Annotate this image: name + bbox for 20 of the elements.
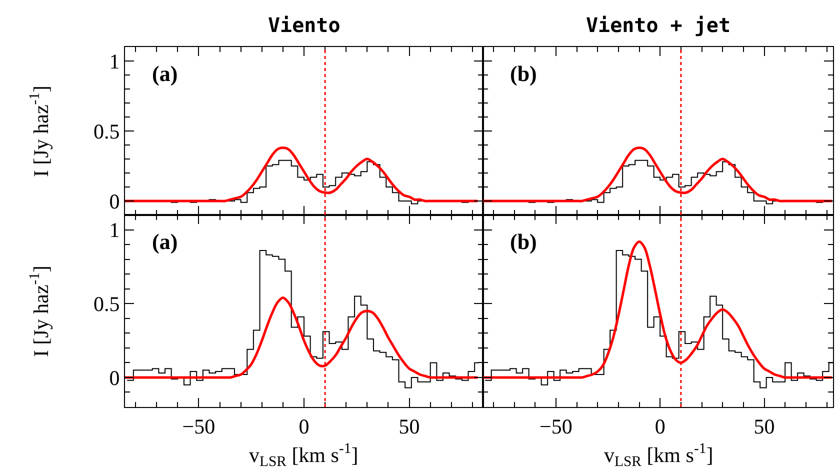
- chart-title: Viento: [268, 13, 340, 37]
- x-tick-label: 0: [654, 414, 666, 438]
- x-tick-label: −50: [540, 414, 572, 438]
- annotation: (b): [510, 229, 537, 254]
- y-tick-label: 1: [109, 49, 120, 74]
- annotation: (b): [510, 61, 537, 86]
- y-tick-label: 0: [109, 366, 120, 390]
- x-axis-title: v$_{LSR}$ [km s$^{-1}$]: [604, 441, 714, 470]
- y-tick-label: 0.5: [93, 119, 120, 144]
- y-tick-label: 1: [109, 218, 120, 242]
- x-tick-label: 50: [398, 414, 420, 438]
- x-axis-title: v$_{LSR}$ [km s$^{-1}$]: [249, 441, 358, 470]
- chart-title: Viento + jet: [586, 13, 730, 37]
- x-tick-label: 50: [754, 414, 775, 438]
- annotation: (a): [152, 61, 178, 86]
- x-tick-label: 0: [298, 414, 310, 438]
- x-tick-label: −50: [182, 414, 216, 438]
- y-tick-label: 0: [109, 189, 120, 214]
- y-tick-label: 0.5: [93, 292, 120, 316]
- annotation: (a): [152, 229, 178, 254]
